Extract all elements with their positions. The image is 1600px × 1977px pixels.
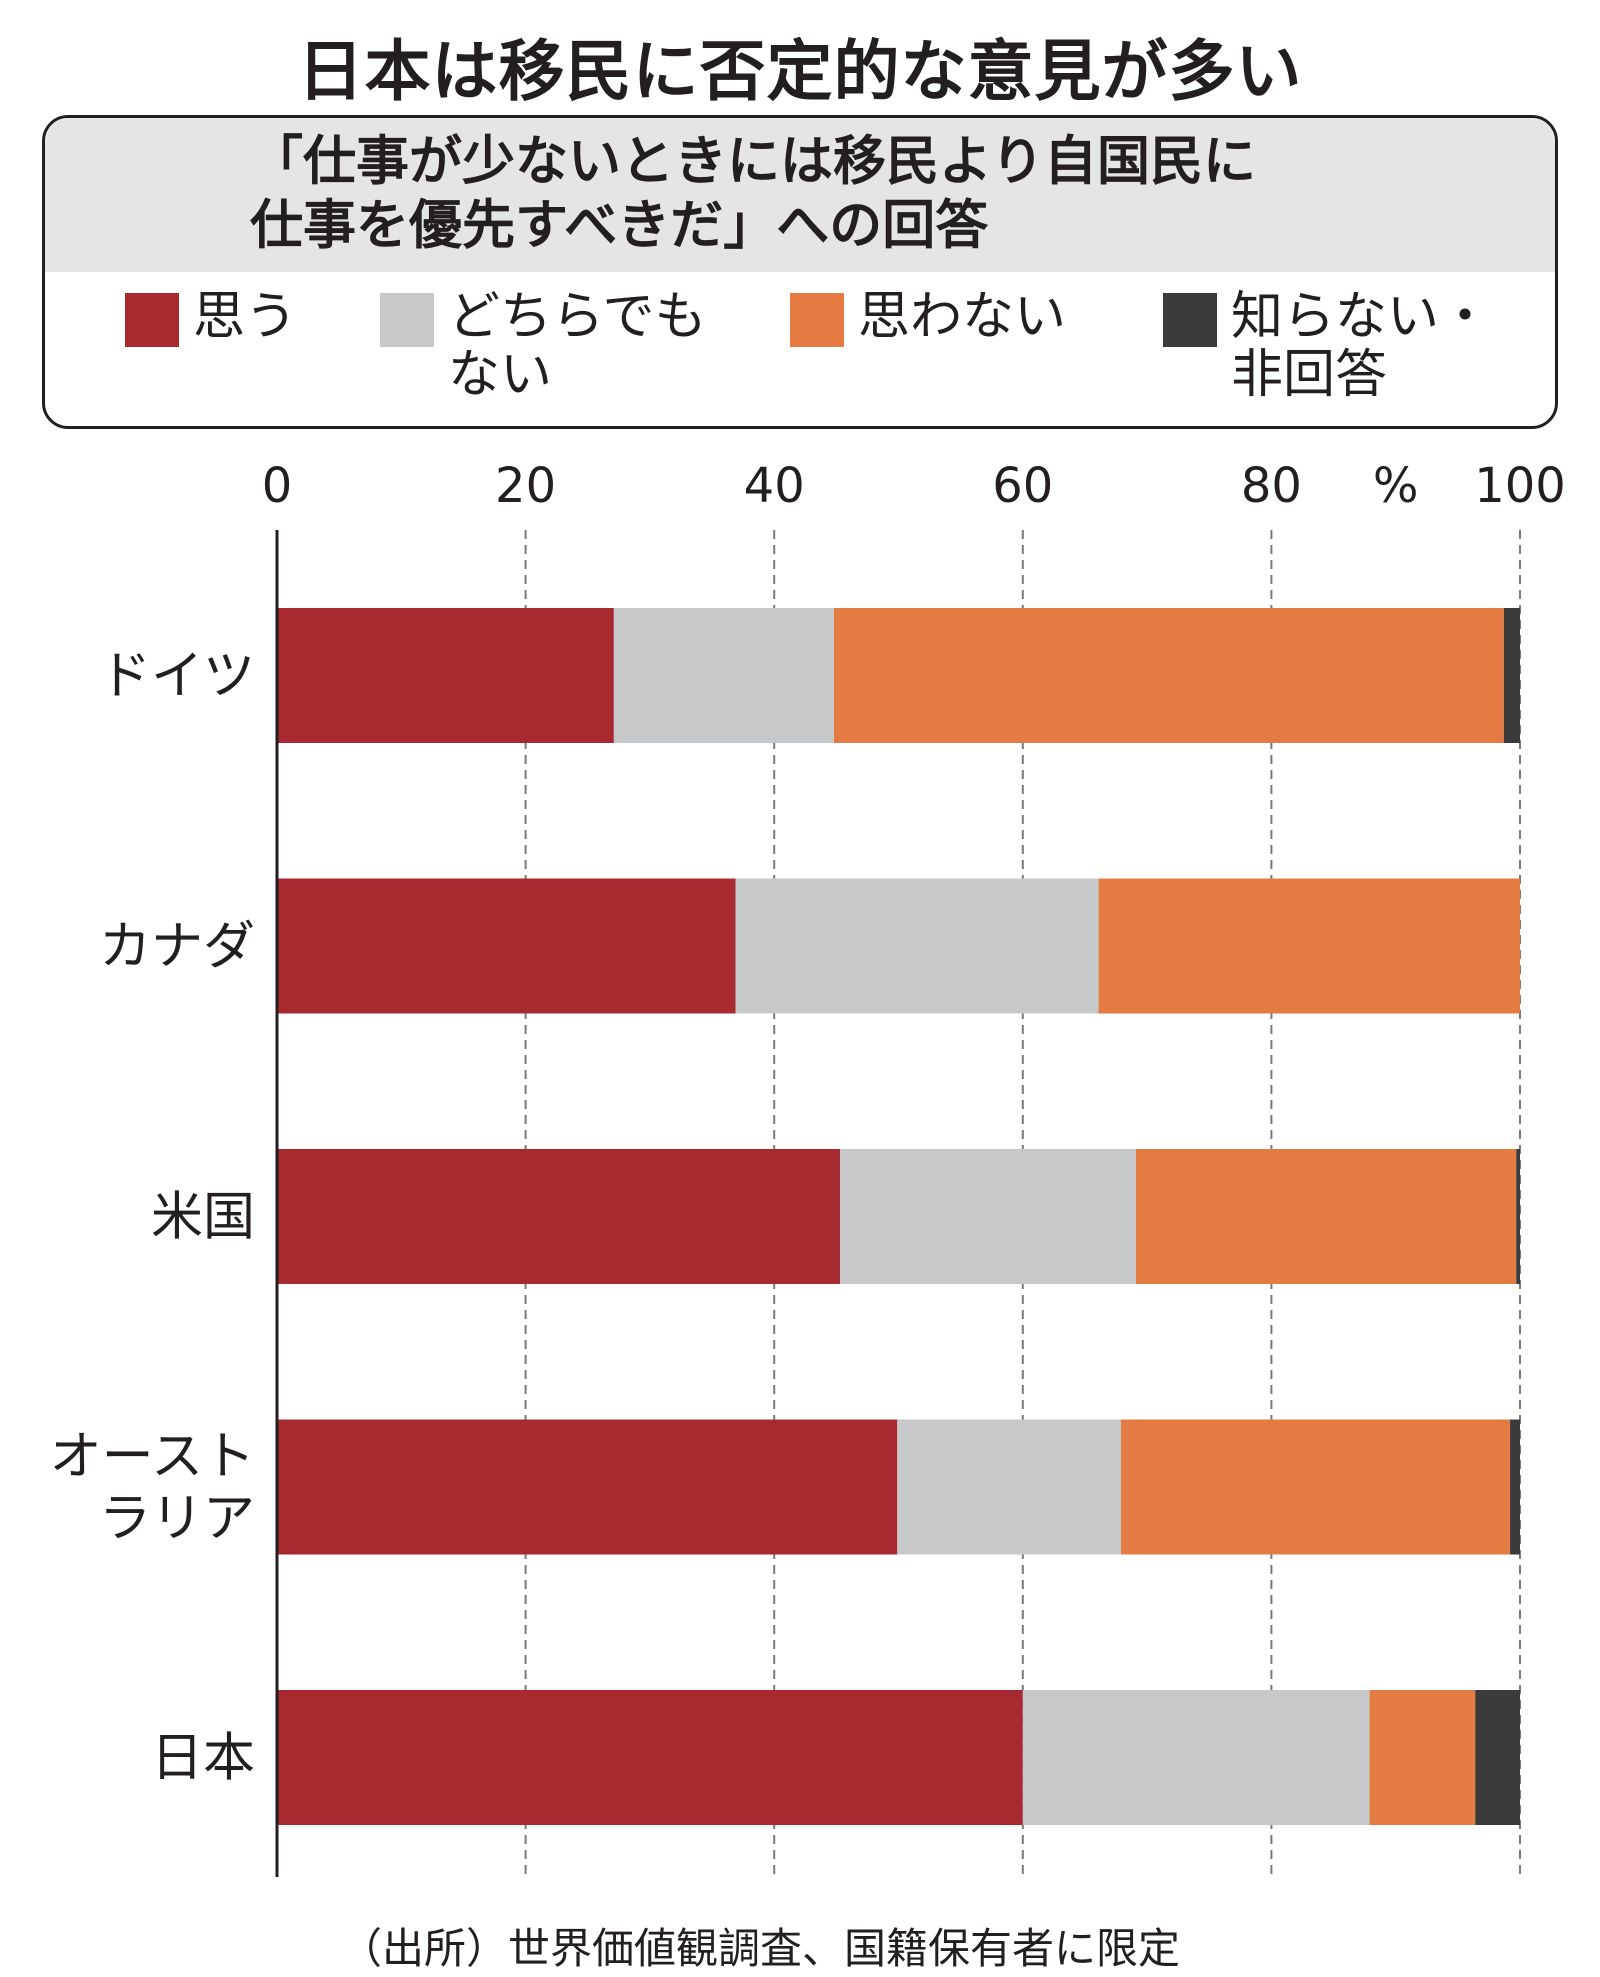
bar-segment (277, 608, 614, 743)
category-label: ドイツ (99, 647, 255, 707)
x-tick-label: 20 (495, 458, 556, 514)
bar-segment (1503, 608, 1520, 743)
bar-segment (1510, 1419, 1520, 1555)
legend-swatch (790, 293, 844, 347)
category-label: 米国 (151, 1188, 255, 1248)
bar-segment (1516, 1149, 1520, 1284)
x-tick-label: 100 (1474, 458, 1566, 514)
category-label: カナダ (99, 917, 255, 977)
bar-segment (1120, 1419, 1511, 1555)
bar-segment (833, 608, 1504, 743)
subtitle-band: 「仕事が少ないときには移民より自国民に 仕事を優先すべきだ」への回答 (45, 118, 1555, 272)
legend-swatch (125, 293, 179, 347)
bar-segment (735, 878, 1099, 1014)
bar-segment (1369, 1690, 1476, 1825)
x-unit-label: % (1373, 458, 1419, 514)
chart-title: 日本は移民に否定的な意見が多い (297, 33, 1303, 110)
bar-segment (277, 1419, 898, 1555)
bar-segment (277, 1149, 841, 1284)
bar-segment (277, 1690, 1023, 1825)
category-label: ラリア (99, 1489, 255, 1549)
x-tick-label: 60 (992, 458, 1053, 514)
bar-segment (1135, 1149, 1517, 1284)
x-tick-label: 0 (262, 458, 293, 514)
chart-subtitle: 「仕事が少ないときには移民より自国民に 仕事を優先すべきだ」への回答 (250, 130, 1256, 258)
bar-segment (1022, 1690, 1370, 1825)
x-tick-label: 40 (744, 458, 805, 514)
bar-segment (1098, 878, 1520, 1014)
x-tick-label: 80 (1241, 458, 1302, 514)
category-label: オースト (50, 1427, 255, 1487)
source-note: （出所）世界価値観調査、国籍保有者に限定 (340, 1924, 1181, 1973)
legend-label: どちらでも ない (448, 287, 707, 405)
subtitle-line-2: 仕事を優先すべきだ」への回答 (250, 195, 989, 256)
bar-segment (1475, 1690, 1520, 1825)
category-label: 日本 (151, 1729, 255, 1789)
bar-segment (897, 1419, 1121, 1555)
legend-swatch (1163, 293, 1217, 347)
bar-segment (613, 608, 834, 743)
legend-label: 思う (193, 287, 298, 347)
legend-swatch (380, 293, 434, 347)
bar-segment (277, 878, 736, 1014)
bar-segment (840, 1149, 1136, 1284)
legend-label: 知らない・ 非回答 (1231, 287, 1492, 405)
subtitle-line-1: 「仕事が少ないときには移民より自国民に (250, 131, 1256, 192)
legend-box: 「仕事が少ないときには移民より自国民に 仕事を優先すべきだ」への回答 思う どち… (42, 115, 1558, 429)
legend-label: 思わない (858, 287, 1067, 347)
